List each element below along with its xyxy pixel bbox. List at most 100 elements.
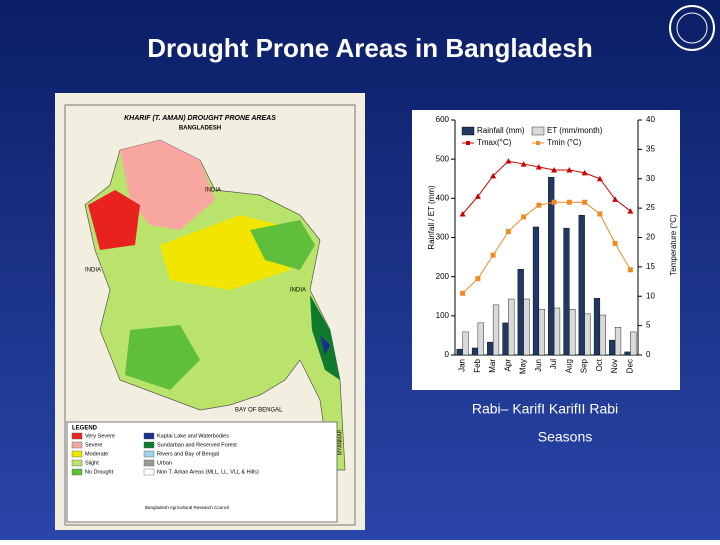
map-subtitle: BANGLADESH	[179, 126, 221, 132]
marker	[535, 164, 542, 170]
legend-marker	[466, 141, 470, 145]
legend-label: Rainfall (mm)	[477, 126, 525, 135]
marker	[521, 214, 527, 220]
x-tick-label: Sep	[580, 358, 589, 373]
x-tick-label: Mar	[488, 359, 497, 373]
y-tick-label: 100	[436, 311, 450, 320]
legend-label: ET (mm/month)	[547, 126, 603, 135]
legend-swatch	[71, 441, 83, 449]
marker	[566, 166, 573, 173]
y-tick-label: 400	[436, 193, 450, 202]
legend-swatch	[143, 459, 155, 467]
bar	[462, 331, 469, 356]
bar	[456, 348, 463, 356]
bar	[624, 351, 631, 356]
y2-tick-label: 20	[646, 233, 655, 242]
bar	[548, 176, 555, 356]
legend-label: Urban	[157, 460, 172, 466]
bar	[477, 322, 484, 356]
legend-label: Rivers and Bay of Bengal	[157, 451, 219, 457]
legend-swatch	[143, 450, 155, 458]
bar	[609, 339, 616, 356]
bar	[502, 322, 509, 356]
place-label: INDIA	[290, 288, 306, 294]
place-label: INDIA	[205, 188, 221, 194]
marker	[566, 199, 572, 205]
chart-panel	[412, 110, 680, 390]
logo	[669, 5, 715, 51]
marker	[505, 229, 511, 235]
x-tick-label: Nov	[610, 359, 619, 373]
bar	[492, 304, 500, 356]
legend-label: Non T. Aman Areas (MLL, LL, VLL & Hills)	[157, 469, 259, 475]
marker	[460, 290, 466, 296]
x-tick-label: Jul	[549, 359, 558, 369]
bar	[538, 308, 545, 356]
bar	[563, 227, 570, 356]
marker	[474, 193, 481, 199]
x-tick-label: Feb	[473, 358, 482, 372]
legend-swatch	[71, 432, 83, 440]
map-credit: Bangladesh Agricultural Research Council	[145, 505, 229, 510]
bar	[599, 314, 606, 356]
legend-swatch	[143, 432, 155, 440]
legend-swatch	[71, 468, 83, 476]
seasons-label: Seasons	[538, 429, 592, 445]
y-axis-label: Rainfall / ET (mm)	[427, 185, 436, 250]
legend-label: No Drought	[85, 469, 114, 475]
bar	[523, 298, 530, 356]
marker	[551, 166, 558, 173]
x-tick-label: Jun	[534, 359, 543, 372]
place-label: BAY OF BENGAL	[235, 408, 283, 414]
legend-swatch	[531, 126, 545, 136]
map-title: KHARIF (T. AMAN) DROUGHT PRONE AREAS	[124, 115, 276, 122]
seasons: Rabi– KarifI KarifII Rabi	[472, 401, 618, 417]
x-tick-label: Dec	[625, 359, 634, 373]
marker	[612, 196, 619, 202]
bar	[593, 298, 601, 356]
bar	[471, 347, 479, 356]
y2-tick-label: 35	[646, 144, 655, 153]
marker	[459, 211, 466, 217]
place-label: MYANMAR	[337, 429, 343, 455]
marker	[490, 172, 497, 179]
marker	[627, 267, 633, 273]
legend-label: Tmax(°C)	[477, 138, 512, 147]
bar	[569, 308, 576, 356]
legend-swatch	[461, 126, 475, 136]
x-tick-label: Aug	[564, 359, 573, 373]
slide-title: Drought Prone Areas in Bangladesh	[147, 33, 592, 63]
legend-label: Tmin (°C)	[547, 138, 582, 147]
y-tick-label: 600	[436, 115, 450, 124]
legend-label: Severe	[85, 442, 102, 448]
bar	[584, 313, 591, 356]
y2-tick-label: 10	[646, 291, 655, 300]
marker	[627, 208, 634, 214]
legend-label: Kaptai Lake and Waterbodies	[157, 433, 229, 439]
y2-tick-label: 5	[646, 321, 651, 330]
place-label: INDIA	[85, 268, 101, 274]
y2-tick-label: 15	[646, 262, 655, 271]
marker	[597, 211, 603, 217]
bar	[487, 341, 494, 356]
x-tick-label: Oct	[595, 358, 604, 371]
map-legend-title: LEGEND	[72, 426, 98, 432]
marker	[551, 199, 557, 205]
x-tick-label: Apr	[503, 359, 512, 372]
legend-swatch	[71, 459, 83, 467]
x-tick-label: May	[519, 359, 528, 374]
y-tick-label: 0	[445, 350, 450, 359]
legend-label: Very Severe	[85, 433, 115, 439]
legend-label: Moderate	[85, 451, 108, 457]
y-tick-label: 300	[436, 233, 450, 242]
legend-swatch	[143, 468, 155, 476]
marker	[490, 252, 496, 258]
bar	[553, 307, 561, 356]
bar	[630, 331, 637, 356]
map-legend	[66, 421, 338, 523]
bar	[532, 226, 540, 356]
marker	[475, 276, 481, 282]
y2-tick-label: 25	[646, 203, 655, 212]
marker	[520, 161, 527, 167]
